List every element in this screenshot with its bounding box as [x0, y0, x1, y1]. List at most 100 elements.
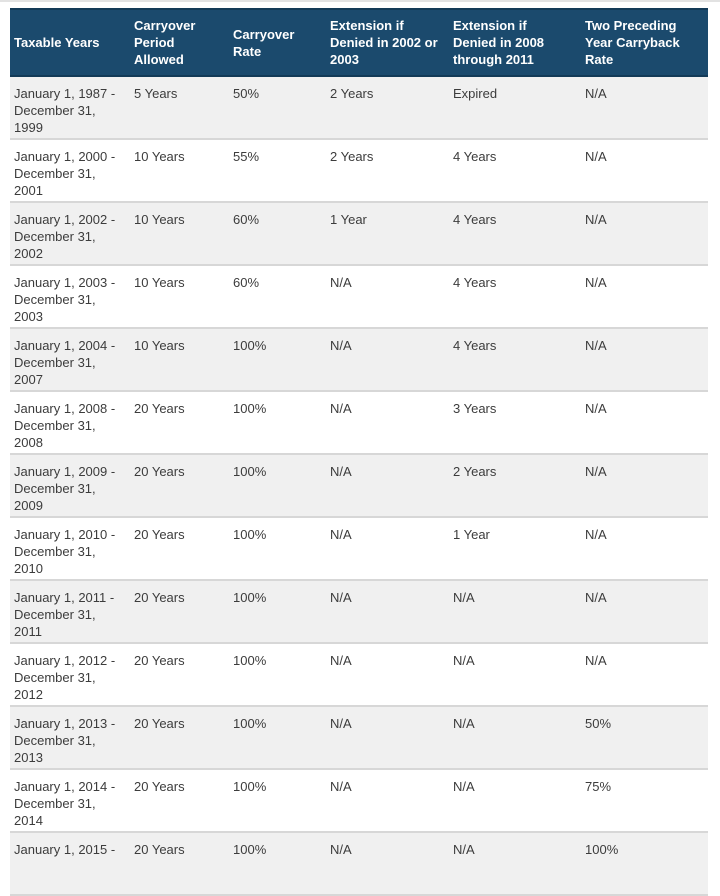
table-cell: 20 Years — [134, 590, 185, 605]
table-cell: N/A — [585, 275, 607, 290]
table-cell: January 1, 2013 - December 31, 2013 — [14, 716, 116, 765]
table-cell: 10 Years — [134, 338, 185, 353]
header-row: Taxable Years Carryover Period Allowed Car… — [10, 8, 708, 77]
table-cell: 20 Years — [134, 779, 185, 794]
table-row: January 1, 1987 - December 31, 1999 5 Yea… — [10, 76, 708, 139]
table-row: January 1, 2009 - December 31, 2009 20 Ye… — [10, 454, 708, 517]
table-cell: N/A — [585, 653, 607, 668]
table-cell: January 1, 2009 - December 31, 2009 — [14, 464, 116, 513]
table-header: Taxable Years Carryover Period Allowed Car… — [10, 8, 708, 77]
table-cell: 50% — [233, 86, 260, 101]
table-cell: 100% — [233, 401, 267, 416]
column-header: Extension if Denied in 2002 or 2003 — [326, 8, 449, 77]
table-cell: N/A — [330, 653, 352, 668]
table-row: January 1, 2010 - December 31, 2010 20 Ye… — [10, 517, 708, 580]
column-header: Carryover Period Allowed — [130, 8, 229, 77]
table-row: January 1, 2008 - December 31, 2008 20 Ye… — [10, 391, 708, 454]
table-row: January 1, 2012 - December 31, 2012 20 Ye… — [10, 643, 708, 706]
table-cell: January 1, 2004 - December 31, 2007 — [14, 338, 116, 387]
table-cell: 100% — [233, 527, 267, 542]
table-cell: 100% — [233, 653, 267, 668]
table-cell: 20 Years — [134, 464, 185, 479]
table-cell: 20 Years — [134, 716, 185, 731]
table-cell: 100% — [585, 842, 619, 857]
top-divider — [0, 0, 720, 2]
table-cell: 3 Years — [453, 401, 497, 416]
table-cell: N/A — [330, 527, 352, 542]
table-cell: January 1, 2015 - — [14, 842, 116, 857]
table-cell: 4 Years — [453, 149, 497, 164]
table-cell: 2 Years — [330, 86, 374, 101]
table-cell: 5 Years — [134, 86, 178, 101]
column-header: Extension if Denied in 2008 through 2011 — [449, 8, 581, 77]
table-cell: N/A — [330, 842, 352, 857]
table-cell: 100% — [233, 464, 267, 479]
table-cell: N/A — [453, 842, 475, 857]
table-cell: 100% — [233, 779, 267, 794]
table-cell: 10 Years — [134, 149, 185, 164]
table-cell: N/A — [585, 401, 607, 416]
table-cell: N/A — [453, 716, 475, 731]
table-cell: January 1, 2012 - December 31, 2012 — [14, 653, 116, 702]
table-cell: N/A — [585, 464, 607, 479]
table-cell: 20 Years — [134, 653, 185, 668]
table-cell: N/A — [453, 779, 475, 794]
table-cell: January 1, 2003 - December 31, 2003 — [14, 275, 116, 324]
table-cell: January 1, 2010 - December 31, 2010 — [14, 527, 116, 576]
table-row: January 1, 2014 - December 31, 2014 20 Ye… — [10, 769, 708, 832]
table-body: January 1, 1987 - December 31, 1999 5 Yea… — [10, 76, 708, 895]
table-cell: 1 Year — [330, 212, 367, 227]
table-cell: 100% — [233, 338, 267, 353]
table-row: January 1, 2011 - December 31, 2011 20 Ye… — [10, 580, 708, 643]
table-row: January 1, 2000 - December 31, 2001 10 Ye… — [10, 139, 708, 202]
table-cell: January 1, 2008 - December 31, 2008 — [14, 401, 116, 450]
table-cell: January 1, 2000 - December 31, 2001 — [14, 149, 116, 198]
table-cell: Expired — [453, 86, 498, 101]
table-cell: 100% — [233, 716, 267, 731]
table-cell: N/A — [330, 464, 352, 479]
table-cell: N/A — [585, 590, 607, 605]
table-cell: N/A — [330, 716, 352, 731]
table-row: January 1, 2015 - 20 Years 100% N/A N/A 100% — [10, 832, 708, 895]
tax-carryover-table: Taxable Years Carryover Period Allowed Car… — [10, 8, 708, 896]
table-cell: N/A — [453, 653, 475, 668]
table-cell: 2 Years — [330, 149, 374, 164]
table-cell: 10 Years — [134, 212, 185, 227]
table-cell: 55% — [233, 149, 260, 164]
table-cell: 100% — [233, 590, 267, 605]
column-header: Two Preceding Year Carryback Rate — [581, 8, 708, 77]
table-cell: N/A — [330, 338, 352, 353]
table-row: January 1, 2002 - December 31, 2002 10 Ye… — [10, 202, 708, 265]
table-cell: 2 Years — [453, 464, 497, 479]
table-cell: 4 Years — [453, 212, 497, 227]
table-cell: January 1, 2002 - December 31, 2002 — [14, 212, 116, 261]
table-cell: 1 Year — [453, 527, 490, 542]
table-cell: 75% — [585, 779, 612, 794]
column-header: Taxable Years — [10, 8, 130, 77]
table-cell: N/A — [453, 590, 475, 605]
table-cell: N/A — [585, 86, 607, 101]
table-cell: N/A — [585, 338, 607, 353]
table-row: January 1, 2013 - December 31, 2013 20 Ye… — [10, 706, 708, 769]
table-cell: January 1, 1987 - December 31, 1999 — [14, 86, 116, 135]
table-row: January 1, 2003 - December 31, 2003 10 Ye… — [10, 265, 708, 328]
table-cell: N/A — [330, 779, 352, 794]
table-cell: 20 Years — [134, 842, 185, 857]
table-cell: N/A — [585, 527, 607, 542]
table-cell: 50% — [585, 716, 612, 731]
table-cell: 4 Years — [453, 275, 497, 290]
column-header: Carryover Rate — [229, 8, 326, 77]
table-cell: 20 Years — [134, 401, 185, 416]
table-cell: 20 Years — [134, 527, 185, 542]
table-cell: 60% — [233, 275, 260, 290]
table-cell: 4 Years — [453, 338, 497, 353]
table-row: January 1, 2004 - December 31, 2007 10 Ye… — [10, 328, 708, 391]
table-cell: 60% — [233, 212, 260, 227]
table-cell: 100% — [233, 842, 267, 857]
table-cell: N/A — [585, 212, 607, 227]
table-cell: 10 Years — [134, 275, 185, 290]
table-cell: N/A — [330, 590, 352, 605]
table-cell: N/A — [330, 401, 352, 416]
table-cell: January 1, 2014 - December 31, 2014 — [14, 779, 116, 828]
table-cell: N/A — [330, 275, 352, 290]
